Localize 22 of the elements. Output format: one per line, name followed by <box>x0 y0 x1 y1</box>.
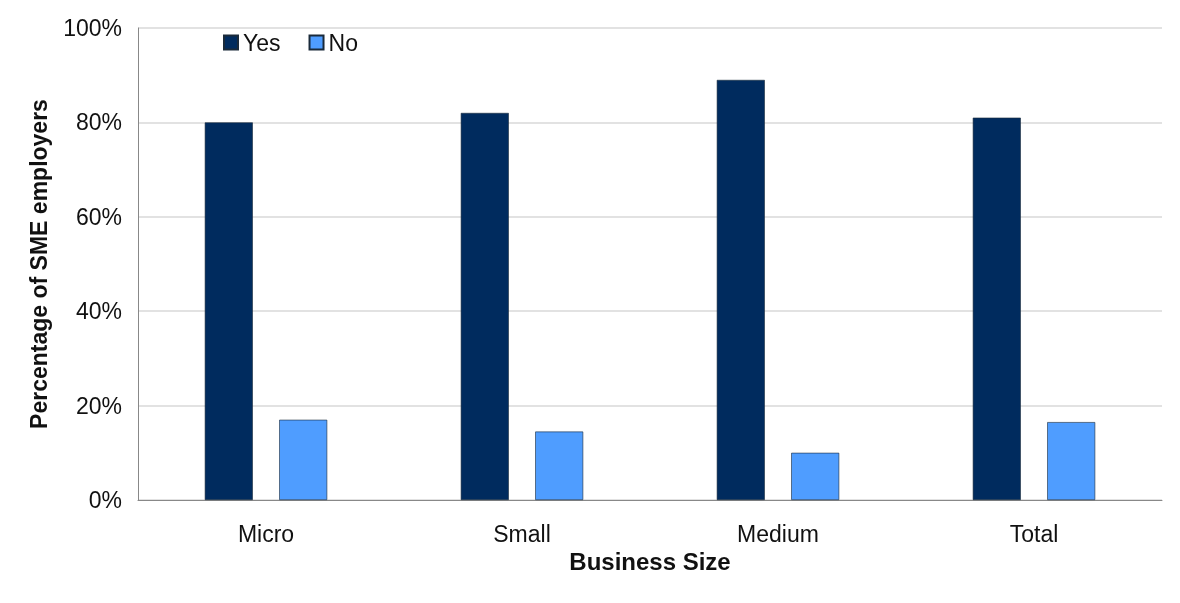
x-tick-label: Small <box>493 520 551 547</box>
x-tick-label: Total <box>1009 520 1059 547</box>
bar <box>460 112 509 500</box>
legend-label: No <box>328 29 358 56</box>
x-tick-label: Medium <box>737 520 819 547</box>
y-tick-label: 20% <box>75 392 122 419</box>
bar <box>972 117 1021 500</box>
y-axis-title: Percentage of SME employers <box>25 99 52 429</box>
y-tick-label: 60% <box>75 203 122 230</box>
y-tick-label: 100% <box>63 15 122 41</box>
bar <box>279 419 328 500</box>
bar <box>791 452 840 500</box>
bar <box>204 122 253 500</box>
y-tick-label: 40% <box>75 298 122 325</box>
legend-label: Yes <box>243 29 281 56</box>
bar <box>535 431 584 500</box>
x-tick-label: Micro <box>237 520 295 547</box>
bar <box>1047 422 1096 500</box>
y-tick-label: 80% <box>75 109 122 136</box>
y-tick-label: 0% <box>88 487 122 513</box>
x-axis-title: Business Size <box>569 548 731 576</box>
bar <box>716 79 765 500</box>
